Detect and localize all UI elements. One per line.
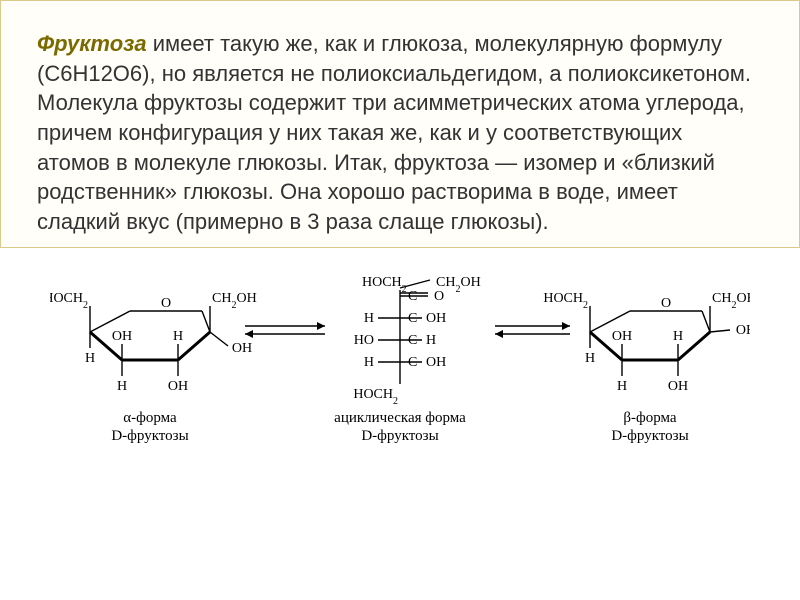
paragraph: Фруктоза имеет такую же, как и глюкоза, … <box>37 29 759 237</box>
svg-text:H: H <box>585 351 595 366</box>
svg-text:HOCH2: HOCH2 <box>353 387 398 407</box>
svg-text:D-фруктозы: D-фруктозы <box>361 428 438 444</box>
svg-text:CH2OH: CH2OH <box>712 291 750 311</box>
svg-text:OH: OH <box>736 323 750 338</box>
svg-text:O: O <box>161 296 171 311</box>
body-text: имеет такую же, как и глюкоза, молекуляр… <box>37 31 751 234</box>
svg-text:H: H <box>364 355 374 370</box>
svg-text:CH2OH: CH2OH <box>212 291 257 311</box>
svg-text:H: H <box>173 329 183 344</box>
svg-text:H: H <box>617 379 627 394</box>
svg-text:O: O <box>434 289 444 304</box>
svg-text:H: H <box>426 333 436 348</box>
svg-text:HOCH2: HOCH2 <box>50 291 88 311</box>
svg-text:HOCH2: HOCH2 <box>543 291 588 311</box>
svg-text:C: C <box>408 311 417 326</box>
svg-text:C: C <box>408 355 417 370</box>
svg-text:ациклическая форма: ациклическая форма <box>334 410 466 426</box>
svg-text:OH: OH <box>426 355 446 370</box>
slide: Фруктоза имеет такую же, как и глюкоза, … <box>0 0 800 600</box>
svg-text:H: H <box>117 379 127 394</box>
svg-text:C: C <box>408 289 417 304</box>
svg-text:OH: OH <box>112 329 132 344</box>
svg-text:H: H <box>364 311 374 326</box>
svg-text:OH: OH <box>612 329 632 344</box>
structures-svg: OHOCH2CH2OHOHHOHOHHHHOCH2OCH2OHHOHHOHHOH… <box>50 260 750 450</box>
svg-text:H: H <box>673 329 683 344</box>
svg-text:OH: OH <box>668 379 688 394</box>
svg-text:D-фруктозы: D-фруктозы <box>611 428 688 444</box>
svg-text:β-форма: β-форма <box>623 410 677 426</box>
svg-text:C: C <box>408 333 417 348</box>
svg-text:D-фруктозы: D-фруктозы <box>111 428 188 444</box>
svg-text:OH: OH <box>426 311 446 326</box>
svg-text:α-форма: α-форма <box>123 410 177 426</box>
svg-text:OH: OH <box>232 341 252 356</box>
main-text-block: Фруктоза имеет такую же, как и глюкоза, … <box>0 0 800 248</box>
svg-text:H: H <box>85 351 95 366</box>
svg-text:OH: OH <box>168 379 188 394</box>
svg-text:O: O <box>661 296 671 311</box>
chemistry-diagram: OHOCH2CH2OHOHHOHOHHHHOCH2OCH2OHHOHHOHHOH… <box>50 260 750 450</box>
term-fructose: Фруктоза <box>37 31 147 56</box>
svg-text:HO: HO <box>354 333 374 348</box>
